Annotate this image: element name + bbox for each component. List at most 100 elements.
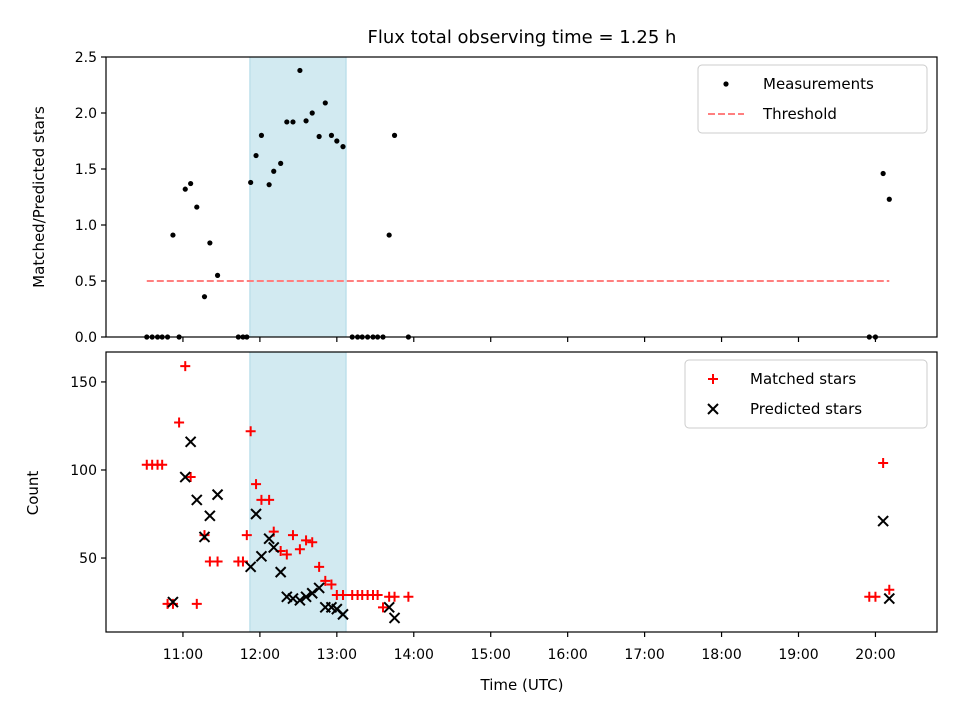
- bottom-x-tick-label: 15:00: [471, 647, 511, 663]
- bottom-predicted-star-marker: [244, 561, 257, 573]
- bottom-predicted-star-marker: [294, 594, 306, 607]
- top-measurement-point: 12:31 → 2.38: [297, 67, 303, 74]
- bottom-matched-star-marker: [326, 579, 337, 590]
- top-legend-label: Threshold: [762, 105, 837, 123]
- top-measurement-point: 12:46 → 1.79: [316, 133, 322, 140]
- bottom-legend-matched-swatch: [708, 374, 718, 384]
- bottom-legend-label: Predicted stars: [750, 400, 862, 418]
- top-legend-box: [697, 64, 928, 134]
- bottom-matched-star-marker: [301, 535, 312, 546]
- bottom-matched-star-marker: [294, 544, 305, 555]
- top-measurement-point: 12:56 → 1.8: [328, 132, 335, 138]
- bottom-predicted-star-marker: [184, 436, 197, 448]
- top-y-tick-label: 2.5: [75, 50, 97, 66]
- top-measurement-point: 12:01 → 1.8: [258, 132, 265, 138]
- bottom-matched-star-marker: [378, 602, 388, 613]
- top-measurement-point: 13:45 → 1.8: [391, 132, 398, 138]
- top-measurement-point: 12:36 → 1.93: [303, 118, 309, 124]
- top-measurement-point: 12:11 → 1.48: [271, 168, 277, 174]
- top-panel: 10:32 → 010:36 → 010:40 → 010:44 → 010:4…: [75, 50, 938, 346]
- top-measurement-point: 12:41 → 2: [309, 110, 315, 116]
- bottom-y-tick-label: 50: [79, 551, 97, 567]
- top-measurement-point: 11:21 → 0.84: [207, 240, 213, 246]
- top-y-tick-label: 1.5: [75, 162, 97, 178]
- bottom-matched-star-marker: [185, 472, 196, 483]
- bottom-matched-star-marker: [878, 457, 889, 468]
- top-measurement-point: 12:07 → 1.36: [266, 182, 272, 188]
- bottom-x-tick-label: 17:00: [624, 647, 664, 663]
- bottom-y-tick-label: 150: [70, 375, 97, 391]
- bottom-predicted-star-marker: [204, 510, 216, 522]
- bottom-predicted-star-marker: [250, 508, 262, 520]
- top-measurement-point: 10:52 → 0.91: [170, 232, 176, 238]
- bottom-predicted-star-marker: [255, 550, 268, 562]
- bottom-matched-star-marker: [281, 549, 292, 560]
- top-measurement-point: 13:41 → 0.91: [386, 232, 392, 238]
- bottom-axes-frame: [105, 351, 938, 633]
- bottom-matched-star-marker: [174, 417, 185, 428]
- top-panel-title: Flux total observing time = 1.25 h: [368, 27, 677, 48]
- bottom-predicted-star-marker: [337, 608, 349, 621]
- bottom-matched-star-marker: [241, 530, 252, 541]
- top-measurement-point: 20:11 → 1.23: [886, 196, 892, 202]
- bottom-matched-star-marker: [307, 537, 318, 548]
- bottom-observing-span: [249, 351, 347, 633]
- bottom-x-tick-label: 18:00: [701, 647, 741, 663]
- top-y-tick-label: 0.0: [75, 330, 97, 346]
- bottom-x-tick-label: 14:00: [394, 647, 434, 663]
- top-measurement-point: 13:05 → 1.7: [340, 144, 346, 150]
- bottom-predicted-star-marker: [211, 488, 224, 501]
- bottom-predicted-star-marker: [877, 515, 889, 527]
- bottom-legend-predicted-swatch: [707, 403, 719, 415]
- top-measurement-point: 11:17 → 0.36: [201, 294, 208, 300]
- top-legend-measurement-swatch: [723, 81, 729, 87]
- bottom-x-tick-label: 12:00: [240, 647, 280, 663]
- bottom-predicted-star-marker: [179, 471, 191, 483]
- top-axes-frame: [105, 56, 938, 338]
- bottom-predicted-star-marker: [300, 591, 312, 603]
- bottom-matched-star-marker: [337, 590, 348, 601]
- top-measurement-point: 12:51 → 2.09: [322, 100, 328, 106]
- top-measurement-point: 12:26 → 1.92: [290, 119, 296, 125]
- bottom-matched-star-marker: [320, 575, 331, 586]
- top-measurement-point: 20:06 → 1.46: [880, 170, 886, 177]
- top-y-tick-label: 2.0: [75, 106, 97, 122]
- bottom-matched-star-marker: [180, 361, 191, 372]
- bottom-matched-star-marker: [884, 584, 895, 595]
- bottom-matched-star-marker: [167, 598, 178, 609]
- bottom-predicted-star-marker: [167, 596, 179, 608]
- bottom-predicted-star-marker: [313, 582, 325, 594]
- bottom-legend-label: Matched stars: [750, 370, 856, 388]
- bottom-predicted-star-marker: [268, 541, 280, 554]
- bottom-predicted-star-marker: [383, 601, 395, 614]
- bottom-predicted-star-marker: [198, 531, 211, 543]
- bottom-predicted-star-marker: [263, 532, 275, 545]
- bottom-y-tick-label: 100: [70, 463, 97, 479]
- bottom-x-tick-label: 20:00: [855, 647, 895, 663]
- bottom-matched-star-marker: [251, 479, 262, 490]
- bottom-matched-star-marker: [403, 591, 414, 602]
- top-y-tick-label: 1.0: [75, 218, 97, 234]
- top-measurement-point: 12:21 → 1.92: [284, 119, 290, 125]
- top-measurement-point: 11:06 → 1.37: [188, 180, 194, 187]
- top-legend-label: Measurements: [763, 75, 874, 93]
- bottom-panel-y-axis-label: Count: [24, 471, 42, 516]
- bottom-matched-star-marker: [245, 426, 256, 437]
- bottom-matched-star-marker: [287, 530, 298, 541]
- top-measurement-point: 11:11 → 1.16: [194, 204, 200, 210]
- bottom-predicted-star-marker: [388, 612, 401, 624]
- bottom-predicted-star-marker: [287, 592, 299, 605]
- top-measurement-point: 11:02 → 1.32: [182, 186, 188, 192]
- bottom-panel: 50 100 150 11:00 12:00 13:00 14:00 15:00 16:00 17…: [70, 351, 938, 663]
- top-measurement-point: 11:53 → 1.38: [248, 179, 254, 186]
- bottom-matched-star-marker: [191, 598, 202, 609]
- bottom-matched-star-marker: [372, 590, 383, 601]
- bottom-matched-star-marker: [870, 591, 881, 602]
- bottom-predicted-star-marker: [883, 592, 896, 605]
- bottom-x-tick-label: 11:00: [163, 647, 203, 663]
- bottom-predicted-star-marker: [306, 587, 318, 599]
- bottom-predicted-star-marker: [191, 494, 203, 506]
- bottom-matched-star-marker: [199, 530, 210, 541]
